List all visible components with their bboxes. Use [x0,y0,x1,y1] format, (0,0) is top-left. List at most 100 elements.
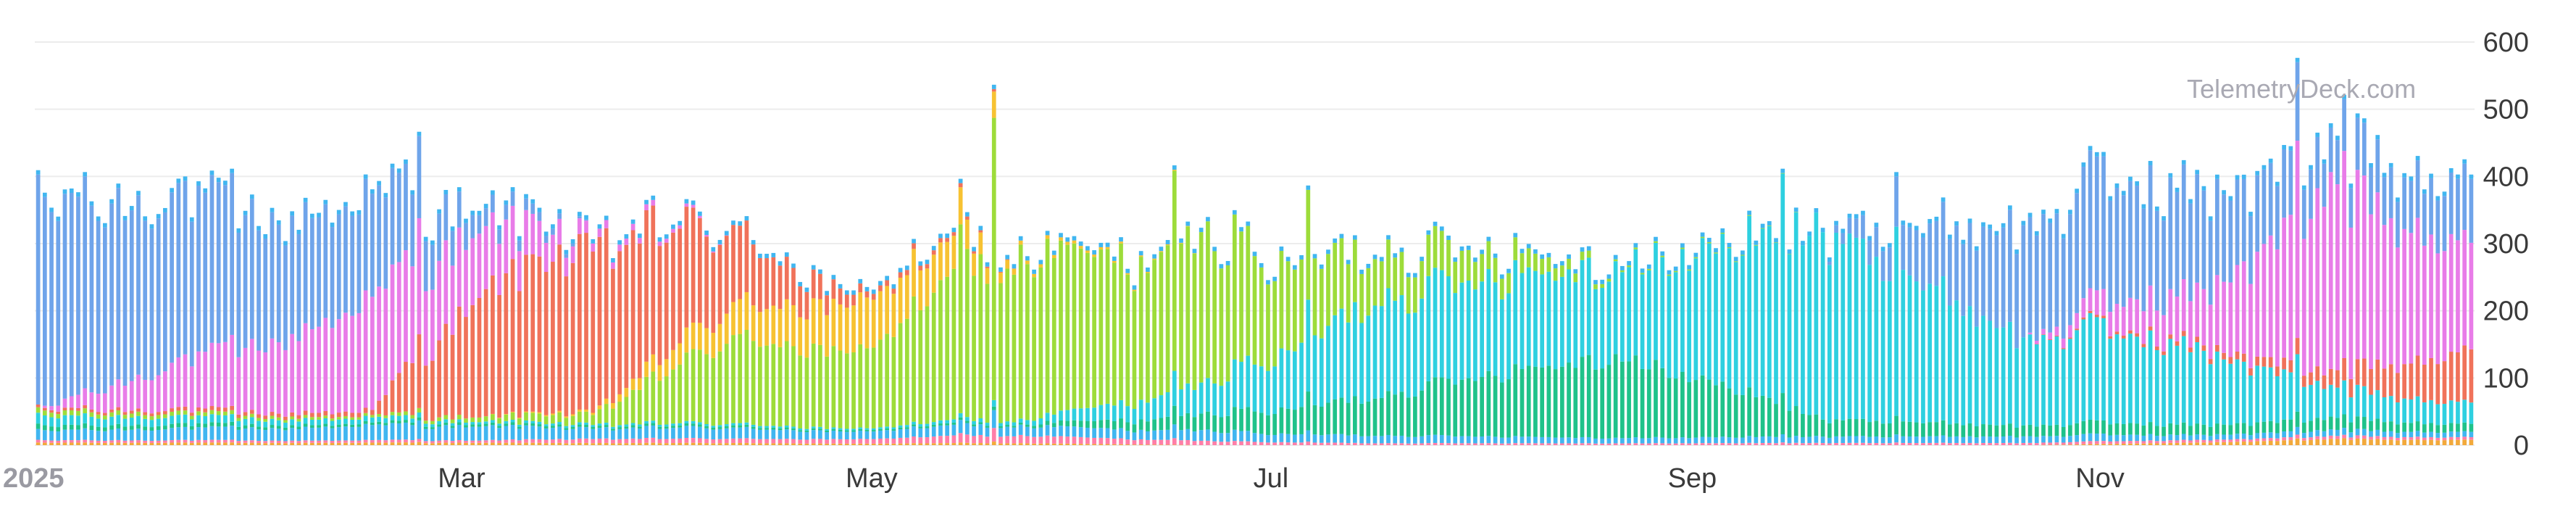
bar-segment [510,420,515,423]
bar-stack [276,220,281,445]
bar-segment [2282,437,2286,441]
bar-segment [510,425,515,439]
bar-stack [931,246,936,445]
bar-stack [263,233,268,445]
bar-segment [791,346,796,427]
bar-segment [483,440,488,443]
bar-segment [1406,436,1411,444]
bar-segment [2094,290,2099,315]
bar-segment [1934,216,1939,221]
bar-segment [290,215,295,334]
bar-segment [1854,436,1859,443]
bar-segment [1700,236,1705,239]
bar-stack [2375,135,2380,445]
bar-segment [1967,218,1972,223]
bar-stack [270,207,275,445]
bar-segment [2342,94,2346,99]
bar-segment [1453,436,1458,444]
bar-segment [76,429,80,441]
bar-segment [223,415,228,423]
bar-segment [276,426,281,429]
bar-segment [116,442,121,445]
bar-segment [183,410,188,415]
bar-stack [1586,246,1591,445]
bar-segment [1586,250,1591,258]
bar-segment [931,426,936,437]
bar-segment [457,419,462,423]
bar-segment [2154,347,2159,350]
bar-segment [1225,415,1230,434]
bar-segment [2309,437,2313,440]
bar-segment [1887,247,1892,281]
bar-segment [1132,291,1137,409]
bar-segment [2355,359,2360,385]
bar-stack [1333,238,1338,445]
bar-segment [2188,203,2193,302]
bar-segment [1533,270,1538,367]
bar-segment [1934,442,1939,445]
bar-stack [1346,260,1351,445]
bar-segment [69,193,74,397]
bar-segment [771,439,776,444]
bar-segment [644,426,649,439]
bar-segment [604,220,609,228]
bar-segment [2348,439,2354,445]
bar-segment [1159,439,1164,445]
bar-segment [972,246,976,252]
bar-segment [985,283,990,423]
bar-segment [1874,420,1879,436]
bar-segment [1025,264,1030,420]
bar-segment [1941,276,1946,420]
bar-segment [644,420,649,424]
bar-segment [691,426,696,439]
bar-segment [477,417,482,423]
bar-segment [918,310,923,425]
bar-segment [504,200,509,205]
bar-segment [517,251,522,291]
bar-segment [1146,268,1150,272]
bar-segment [1633,443,1638,445]
bar-segment [370,297,375,410]
bar-segment [624,397,629,425]
bar-segment [437,442,441,445]
bar-segment [2054,424,2059,436]
bar-segment [2396,440,2400,445]
bar-segment [1733,261,1738,262]
bar-segment [464,440,468,443]
bar-segment [2382,422,2387,432]
bar-segment [377,442,381,445]
bar-segment [2402,398,2406,423]
bar-segment [377,414,381,417]
bar-segment [2375,139,2380,193]
bar-segment [2388,436,2393,440]
bar-segment [89,201,94,206]
bar-segment [2075,328,2079,331]
bar-stack [1640,268,1645,445]
bar-segment [1907,275,1912,422]
bar-segment [2054,444,2059,445]
bar-segment [1747,210,1751,215]
bar-segment [450,419,455,423]
bar-segment [1580,436,1585,444]
bar-segment [1051,257,1056,415]
bar-segment [2235,179,2240,265]
bar-segment [2168,177,2173,289]
bar-segment [69,415,74,425]
bar-segment [985,436,990,444]
bar-segment [918,261,923,266]
bar-segment [1961,244,1966,316]
bar-segment [2328,128,2333,173]
bar-segment [2201,186,2206,191]
bar-stack [290,211,295,445]
bar-segment [296,415,301,419]
bar-segment [2309,431,2313,438]
bar-segment [1660,257,1665,368]
bar-segment [818,426,822,429]
bar-segment [2355,170,2360,360]
bar-segment [1420,261,1424,299]
bar-segment [2275,186,2280,249]
bar-segment [784,443,789,445]
bar-segment [223,423,228,427]
bar-segment [912,436,916,444]
bar-segment [2248,368,2253,376]
